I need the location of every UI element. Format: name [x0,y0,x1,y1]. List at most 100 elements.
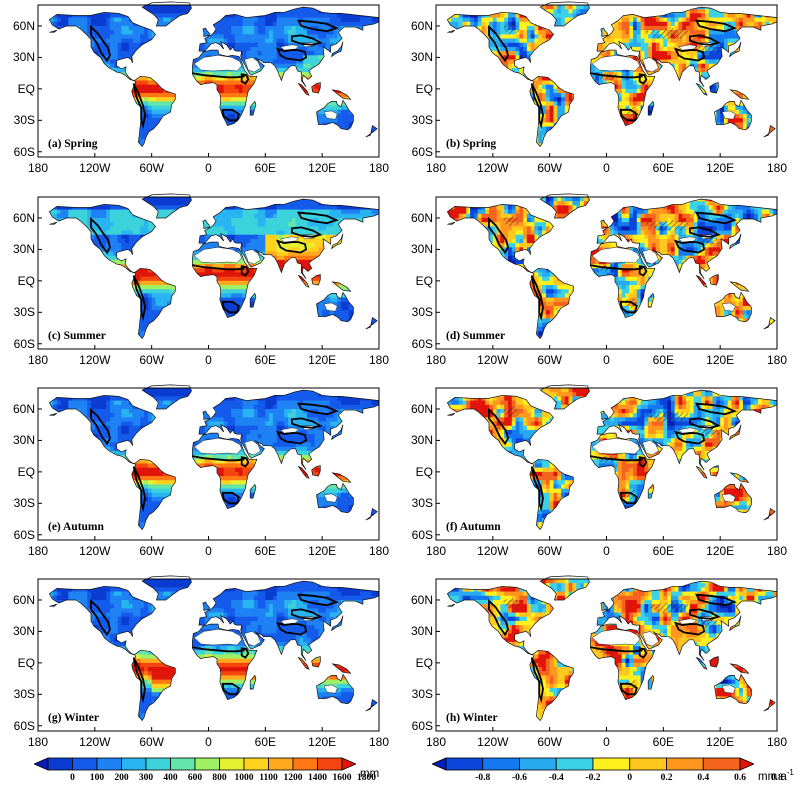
lat-label: 30N [399,50,433,64]
lon-label: 180 [359,735,399,749]
panel-caption: (d) Summer [446,330,505,342]
lon-label: 120W [75,544,115,558]
lon-label: 0 [587,353,627,367]
panel-caption: (a) Spring [48,138,98,150]
lon-label: 0 [189,161,229,175]
lat-label: 30S [1,687,35,701]
lat-label: EQ [399,465,433,479]
lon-label: 0 [189,544,229,558]
lat-label: 30N [1,433,35,447]
map-panel-e-svg [37,384,380,541]
colorbar-trend-tick: -0.4 [539,773,573,783]
lon-label: 180 [416,544,456,558]
lon-label: 180 [18,735,58,749]
lon-label: 0 [587,161,627,175]
lat-label: 30S [1,496,35,510]
lon-label: 120W [473,353,513,367]
lon-label: 180 [416,161,456,175]
lon-label: 120W [473,544,513,558]
lat-label: EQ [399,82,433,96]
lon-label: 60W [530,353,570,367]
lat-label: 30S [1,305,35,319]
lon-label: 60E [245,544,285,558]
lat-label: 60S [399,528,433,542]
lon-label: 120W [75,353,115,367]
map-panel-g-svg [37,575,380,732]
lon-label: 60E [643,544,683,558]
lon-label: 60E [643,353,683,367]
colorbar-trend [430,757,756,776]
lon-label: 60E [245,353,285,367]
lon-label: 0 [189,353,229,367]
lon-label: 180 [757,544,797,558]
map-panel-f [435,384,778,541]
map-panel-e [37,384,380,541]
lat-label: EQ [1,656,35,670]
lon-label: 120E [302,735,342,749]
lon-label: 0 [189,735,229,749]
map-panel-h [435,575,778,732]
colorbar-trend-tick: 0.6 [723,773,757,783]
lat-label: 30S [399,113,433,127]
lat-label: 60N [399,19,433,33]
lon-label: 180 [18,544,58,558]
lat-label: 60N [1,211,35,225]
colorbar-trend-tick: -0.8 [466,773,500,783]
lon-label: 180 [359,544,399,558]
lat-label: 60S [399,719,433,733]
lat-label: 30S [399,305,433,319]
colorbar-trend-unit-exponent: -1 [787,768,794,777]
colorbar-trend-tick: -0.2 [576,773,610,783]
colorbar-abs-tick: 300 [129,773,163,783]
lat-label: 30N [1,50,35,64]
lat-label: 60S [1,337,35,351]
panel-caption: (f) Autumn [446,521,501,533]
lon-label: 120W [75,735,115,749]
lat-label: 60N [399,402,433,416]
lon-label: 60W [530,735,570,749]
lat-label: EQ [1,465,35,479]
lon-label: 120E [302,353,342,367]
lon-label: 180 [757,353,797,367]
lat-label: 60N [399,593,433,607]
lon-label: 60W [132,353,172,367]
panel-caption: (h) Winter [446,712,498,724]
lat-label: 60S [1,528,35,542]
lat-label: 60S [399,145,433,159]
lat-label: 60N [1,19,35,33]
lon-label: 120E [700,544,740,558]
lat-label: 60S [399,337,433,351]
colorbar-abs-tick: 100 [80,773,114,783]
colorbar-abs-tick: 1600 [325,773,359,783]
lat-label: 60S [1,145,35,159]
lon-label: 180 [359,161,399,175]
lat-label: EQ [1,274,35,288]
lat-label: 30S [399,496,433,510]
colorbar-abs-tick: 1200 [276,773,310,783]
map-panel-f-svg [435,384,778,541]
colorbar-trend-tick: 0 [613,773,647,783]
lon-label: 180 [757,161,797,175]
lat-label: EQ [399,274,433,288]
map-panel-a [37,1,380,158]
lat-label: 60S [1,719,35,733]
lon-label: 60E [245,735,285,749]
lon-label: 120E [302,161,342,175]
lon-label: 180 [359,353,399,367]
map-panel-c-svg [37,193,380,350]
lon-label: 60W [530,161,570,175]
lon-label: 180 [757,735,797,749]
panel-caption: (c) Summer [48,330,106,342]
map-panel-d [435,193,778,350]
lon-label: 60W [132,735,172,749]
lon-label: 60W [132,544,172,558]
colorbar-trend-tick: 0.8 [760,773,794,783]
lon-label: 60W [530,544,570,558]
colorbar-abs-tick: 0 [56,773,90,783]
colorbar-abs-tick: 400 [154,773,188,783]
colorbar-trend-unit: mm a-1 [758,768,794,783]
colorbar-abs-tick: 200 [105,773,139,783]
lat-label: EQ [399,656,433,670]
colorbar-trend-tick: 0.4 [686,773,720,783]
colorbar-abs-unit: mm [360,768,379,780]
